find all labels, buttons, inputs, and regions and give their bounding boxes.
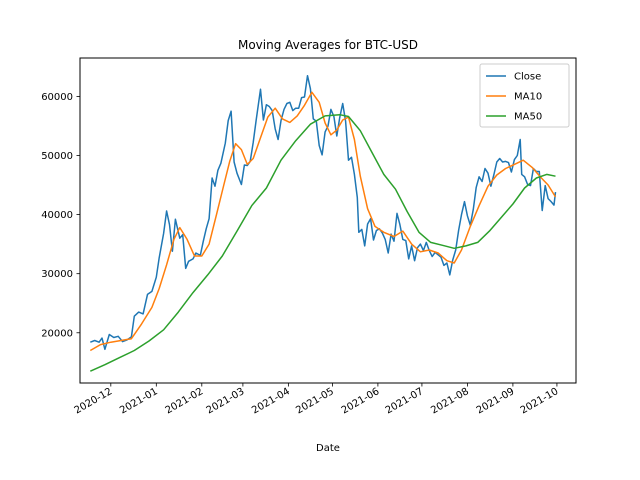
plot-area	[89, 74, 557, 372]
y-tick-label: 30000	[41, 269, 73, 280]
y-tick-label: 50000	[41, 151, 73, 162]
series-line-close	[90, 74, 557, 351]
series-line-ma50	[89, 113, 556, 372]
x-axis-label: Date	[316, 443, 340, 454]
y-tick-label: 40000	[41, 210, 73, 221]
chart-title: Moving Averages for BTC-USD	[238, 38, 418, 52]
y-tick-label: 20000	[41, 328, 73, 339]
y-axis: 20000 30000 40000 50000 60000	[41, 92, 80, 339]
y-tick-label: 60000	[41, 92, 73, 103]
legend-label-close: Close	[514, 72, 541, 83]
legend-label-ma10: MA10	[514, 92, 542, 103]
legend: Close MA10 MA50	[479, 63, 570, 128]
plot-frame	[79, 57, 577, 384]
legend-label-ma50: MA50	[514, 112, 542, 123]
legend-box	[479, 63, 570, 128]
series-line-ma10	[89, 91, 557, 352]
